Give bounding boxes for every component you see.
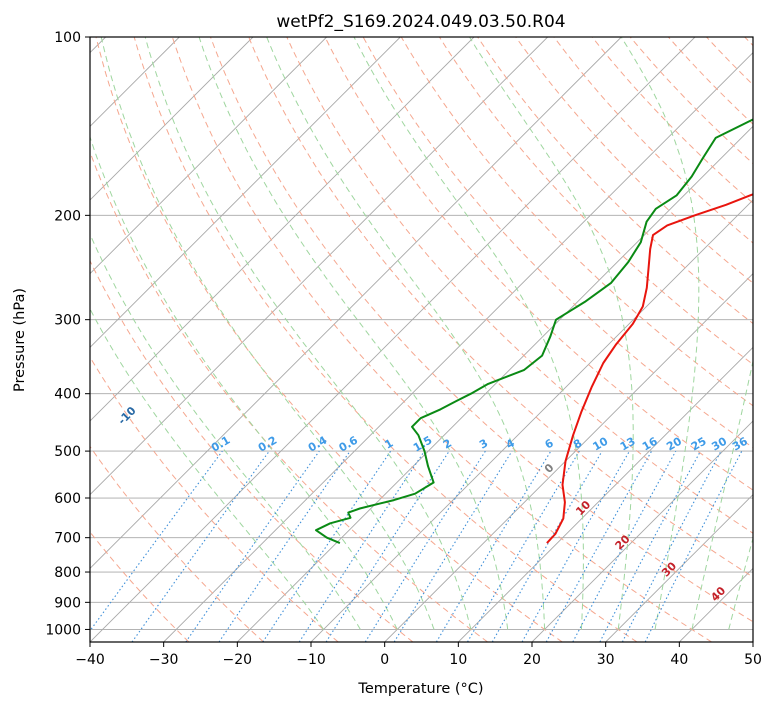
isotherm-line (384, 273, 753, 642)
y-tick-label: 300 (54, 313, 81, 329)
dry-adiabat-line (210, 37, 753, 623)
mixing-ratio-line (185, 450, 320, 642)
mixing-ratio-line (325, 450, 450, 642)
y-tick-label: 1000 (45, 622, 81, 638)
mixing-ratio-line (131, 450, 270, 642)
plot-frame (89, 36, 754, 643)
pressure-gridlines (90, 37, 753, 630)
isotherm-line (90, 37, 696, 642)
x-tick-label: 30 (597, 652, 615, 668)
isotherm-line (163, 52, 753, 642)
x-tick-label: 20 (523, 652, 541, 668)
dry-adiabat-line (591, 37, 753, 204)
y-tick-label: 400 (54, 387, 81, 403)
mixing-ratio-lines (90, 450, 743, 642)
moist-adiabat-line (90, 232, 361, 630)
y-tick-label: 600 (54, 491, 81, 507)
moist-adiabat-line (266, 37, 546, 630)
y-axis-title: Pressure (hPa) (12, 288, 28, 392)
y-tick-label: 700 (54, 531, 81, 547)
x-tick-label: 0 (380, 652, 389, 668)
y-axis: 100 200 300 400 500 600 700 800 900 1000 (45, 30, 90, 638)
isotherm-line (458, 346, 753, 642)
chart-title: wetPf2_S169.2024.049.03.50.R04 (276, 12, 565, 32)
x-axis: −40 −30 −20 −10 0 10 20 30 40 50 (75, 642, 762, 668)
mixing-ratio-line (90, 450, 223, 632)
dry-adiabat-line (90, 259, 414, 642)
dry-adiabat-line (90, 445, 264, 642)
x-tick-label: −10 (296, 652, 326, 668)
mixing-ratio-line (435, 450, 552, 642)
dry-adiabat-line (477, 37, 753, 325)
mixing-ratio-line (393, 450, 513, 642)
mixing-ratio-line (521, 450, 630, 642)
x-tick-label: −40 (75, 652, 105, 668)
dry-adiabat-line (400, 37, 753, 407)
x-tick-label: −20 (223, 652, 253, 668)
moist-adiabat-line (144, 37, 472, 630)
dry-adiabat-line (324, 37, 753, 491)
y-tick-label: 900 (54, 595, 81, 611)
x-tick-label: 50 (744, 652, 762, 668)
mixing-ratio-line (572, 450, 677, 642)
y-tick-label: 800 (54, 565, 81, 581)
dry-adiabat-line (171, 37, 712, 642)
moist-adiabat-lines (90, 37, 753, 630)
moist-adiabat-line (90, 135, 398, 630)
isotherm-lines (90, 37, 753, 642)
x-axis-title: Temperature (°C) (357, 681, 483, 697)
x-tick-label: 40 (670, 652, 688, 668)
dry-adiabat-line (248, 37, 753, 578)
dry-adiabat-line (629, 37, 753, 165)
mixing-ratio-line (491, 450, 603, 642)
y-tick-label: 500 (54, 444, 81, 460)
dry-adiabat-line (95, 37, 563, 642)
dry-adiabat-line (515, 37, 753, 284)
isotherm-line (531, 420, 753, 642)
isotherm-line (90, 37, 475, 422)
moist-adiabat-line (469, 37, 634, 630)
isotherm-line (605, 494, 753, 642)
mixing-ratio-line (545, 450, 653, 642)
isotherm-line (237, 125, 753, 642)
isotherm-line (90, 37, 548, 496)
dry-adiabat-lines (90, 37, 753, 642)
x-tick-label: −30 (149, 652, 179, 668)
moist-adiabat-line (353, 37, 584, 630)
dry-adiabat-line (133, 37, 638, 642)
mixing-ratio-line (467, 450, 580, 642)
moist-adiabat-line (90, 308, 324, 630)
isotherm-line (90, 37, 327, 275)
dewpoint-profile-line (315, 118, 753, 545)
isotherm-line (90, 37, 622, 569)
isotherm-line (90, 37, 401, 348)
moist-adiabat-line (728, 536, 753, 630)
x-tick-label: 10 (449, 652, 467, 668)
mixing-ratio-line (218, 450, 351, 642)
moist-adiabat-line (198, 37, 509, 630)
temperature-profile-line (546, 193, 753, 544)
moist-adiabat-line (100, 37, 435, 630)
mixing-ratio-line (364, 450, 486, 642)
plot-area: 0.10.20.40.611.52346810131620253036-100-… (90, 37, 753, 642)
isotherm-line (90, 37, 254, 201)
y-tick-label: 100 (54, 30, 81, 46)
moist-adiabat-line (620, 37, 700, 630)
dry-adiabat-line (362, 37, 753, 449)
y-tick-label: 200 (54, 208, 81, 224)
moist-adiabat-line (691, 358, 753, 630)
sounding-profiles (315, 118, 753, 545)
